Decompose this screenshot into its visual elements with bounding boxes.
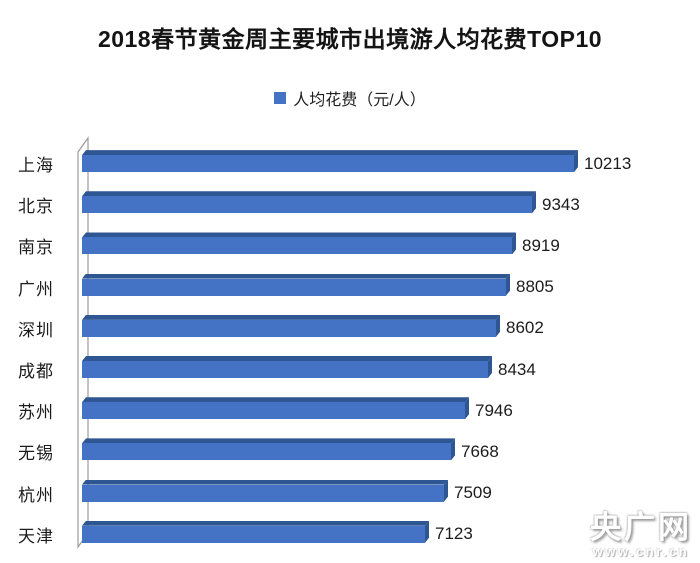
- legend-swatch: [274, 92, 287, 104]
- value-label: 8919: [522, 235, 560, 255]
- bar-row: 天津 7123: [0, 514, 700, 555]
- category-label: 广州: [18, 279, 54, 299]
- bar: [82, 319, 496, 337]
- bar: [82, 484, 444, 502]
- bar-track: 8805: [82, 277, 700, 297]
- bar: [82, 278, 506, 296]
- bar-row: 苏州 7946: [0, 390, 700, 431]
- watermark-url: www.cnr.cn: [592, 544, 690, 560]
- bar: [82, 155, 574, 173]
- category-label: 杭州: [18, 485, 54, 505]
- watermark-logo: 央广网: [590, 509, 692, 545]
- bar-track: 7946: [82, 401, 700, 421]
- bar-row: 无锡 7668: [0, 431, 700, 472]
- value-label: 8805: [516, 277, 554, 297]
- value-label: 7509: [454, 483, 492, 503]
- bar-row: 上海 10213: [0, 143, 700, 184]
- bar: [82, 361, 488, 379]
- category-label: 无锡: [18, 444, 54, 464]
- bar-track: 7123: [82, 524, 700, 544]
- value-label: 9343: [542, 194, 580, 214]
- category-label: 成都: [18, 362, 54, 382]
- category-label: 北京: [18, 197, 54, 217]
- category-label: 深圳: [18, 320, 54, 340]
- bar: [82, 196, 532, 214]
- bar-track: 8602: [82, 318, 700, 338]
- legend-label: 人均花费（元/人）: [293, 92, 426, 109]
- bar: [82, 237, 512, 255]
- bar: [82, 443, 451, 461]
- bar-track: 8434: [82, 360, 700, 380]
- bar-rows: 上海 10213 北京 9343 南京 8919: [0, 143, 700, 555]
- bar: [82, 402, 465, 420]
- bar-track: 7509: [82, 483, 700, 503]
- bar: [82, 525, 425, 543]
- category-label: 南京: [18, 238, 54, 258]
- bar-row: 北京 9343: [0, 184, 700, 225]
- value-label: 10213: [584, 153, 632, 173]
- bar-track: 10213: [82, 154, 700, 174]
- category-label: 上海: [18, 156, 54, 176]
- plot-area: 上海 10213 北京 9343 南京 8919: [0, 136, 700, 555]
- bar-track: 9343: [82, 195, 700, 215]
- bar-row: 成都 8434: [0, 349, 700, 390]
- value-label: 8602: [506, 318, 544, 338]
- category-label: 苏州: [18, 403, 54, 423]
- bar-row: 杭州 7509: [0, 473, 700, 514]
- category-label: 天津: [18, 526, 54, 546]
- value-label: 7946: [475, 400, 513, 420]
- bar-row: 深圳 8602: [0, 308, 700, 349]
- bar-row: 南京 8919: [0, 225, 700, 266]
- value-label: 7668: [461, 441, 499, 461]
- value-label: 7123: [435, 524, 473, 544]
- bar-track: 8919: [82, 236, 700, 256]
- legend: 人均花费（元/人）: [0, 86, 700, 110]
- bar-row: 广州 8805: [0, 267, 700, 308]
- watermark: 央广网 www.cnr.cn: [590, 509, 692, 560]
- chart-title: 2018春节黄金周主要城市出境游人均花费TOP10: [97, 26, 603, 52]
- bar-track: 7668: [82, 442, 700, 462]
- value-label: 8434: [498, 359, 536, 379]
